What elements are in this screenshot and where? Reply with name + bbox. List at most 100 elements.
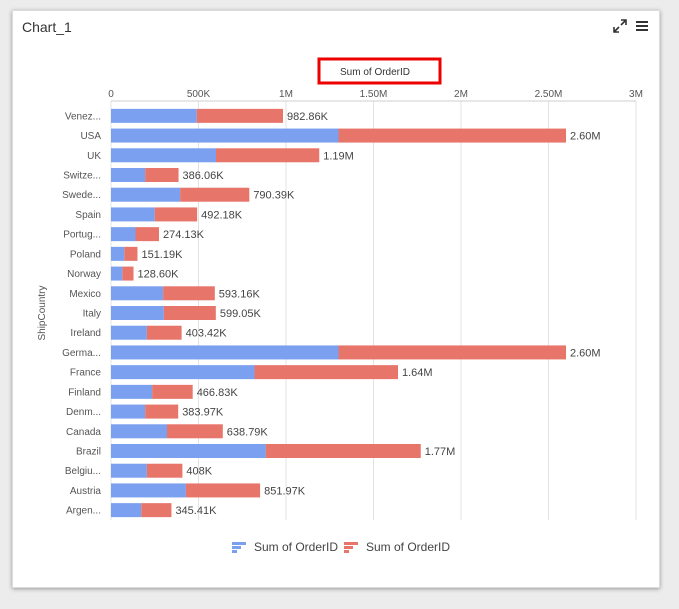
bar-series-1 xyxy=(111,365,255,380)
bar-series-1 xyxy=(111,207,155,222)
legend-entry: Sum of OrderID xyxy=(254,540,338,554)
y-tick-label: Denm... xyxy=(66,407,101,418)
bar-series-2 xyxy=(154,207,198,222)
x-tick-label: 0 xyxy=(108,89,114,100)
bar-series-2 xyxy=(338,128,566,143)
x-axis-ticks: 0 500K 1M 1.50M 2M 2.50M 3M xyxy=(108,89,643,100)
bar-series-1 xyxy=(111,306,164,320)
data-label: 2.60M xyxy=(570,131,601,143)
bar-series-2 xyxy=(124,246,138,261)
data-label: 599.05K xyxy=(220,308,262,320)
y-tick-label: Brazil xyxy=(76,447,101,458)
bar-series-2 xyxy=(146,463,183,478)
bar-series-1 xyxy=(111,227,136,242)
bar-series-1 xyxy=(111,128,339,143)
legend-entry: Sum of OrderID xyxy=(366,540,450,554)
bar-series-1 xyxy=(111,187,181,202)
data-label: 345.41K xyxy=(175,505,217,517)
legend-swatch xyxy=(344,550,349,553)
y-axis-ticks: Venez... USA UK Switze... Swede... Spain Portu… xyxy=(62,111,101,516)
y-tick-label: Austria xyxy=(70,486,102,497)
bar-series-2 xyxy=(135,227,159,242)
bar-series-1 xyxy=(111,503,142,518)
data-label: 982.86K xyxy=(287,111,329,123)
y-axis-label: ShipCountry xyxy=(37,285,48,340)
bar-series-2 xyxy=(196,108,284,123)
y-tick-label: Switze... xyxy=(63,171,101,182)
bar-series-1 xyxy=(111,168,146,182)
data-label: 383.97K xyxy=(182,407,224,419)
data-label: 1.19M xyxy=(323,150,354,162)
data-label: 403.42K xyxy=(186,328,228,340)
bar-series-1 xyxy=(111,424,167,439)
bar-series-2 xyxy=(167,424,223,439)
bar-series-2 xyxy=(146,325,182,340)
bar-series-2 xyxy=(145,404,179,419)
bar-series-2 xyxy=(163,286,215,301)
y-tick-label: Swede... xyxy=(62,190,101,201)
bar-series-2 xyxy=(185,483,261,498)
y-tick-label: Portug... xyxy=(63,230,101,241)
y-tick-label: Spain xyxy=(75,210,101,221)
legend-swatch xyxy=(232,550,237,553)
bar-series-1 xyxy=(111,384,153,399)
bar-series-1 xyxy=(111,108,197,123)
bar-series-1 xyxy=(111,404,146,419)
data-label: 386.06K xyxy=(183,170,225,182)
legend-swatch xyxy=(232,542,246,545)
bar-series-2 xyxy=(265,444,421,458)
legend-swatch xyxy=(232,546,241,549)
y-tick-label: Belgiu... xyxy=(65,466,101,477)
data-label: 466.83K xyxy=(197,387,239,399)
y-tick-label: Italy xyxy=(83,309,101,320)
data-label: 408K xyxy=(186,466,212,478)
bar-series-2 xyxy=(338,345,566,360)
legend-swatch xyxy=(344,546,353,549)
data-label: 492.18K xyxy=(201,209,243,221)
y-tick-label: Norway xyxy=(67,269,101,280)
data-label: 790.39K xyxy=(253,190,295,202)
bar-series-1 xyxy=(111,444,266,458)
widget-title: Chart_1 xyxy=(22,19,72,35)
x-tick-label: 500K xyxy=(187,89,211,100)
x-tick-label: 1M xyxy=(279,89,293,100)
widget-toolbar xyxy=(613,19,649,33)
bar-series-2 xyxy=(216,148,320,163)
y-tick-label: Ireland xyxy=(70,328,101,339)
data-label: 274.13K xyxy=(163,229,205,241)
data-label: 1.64M xyxy=(402,367,433,379)
y-tick-label: Germa... xyxy=(62,348,101,359)
expand-icon[interactable] xyxy=(613,19,627,33)
bar-series-2 xyxy=(141,503,172,518)
data-label: 593.16K xyxy=(219,288,261,300)
y-tick-label: UK xyxy=(87,151,101,162)
bar-series-1 xyxy=(111,266,123,281)
bar-series-2 xyxy=(163,306,216,320)
x-tick-label: 2.50M xyxy=(535,89,563,100)
chart-title: Sum of OrderID xyxy=(340,67,410,78)
x-tick-label: 1.50M xyxy=(360,89,388,100)
bar-series-1 xyxy=(111,483,186,498)
bar-series-1 xyxy=(111,345,339,360)
bar-series-2 xyxy=(145,168,179,182)
bars xyxy=(111,108,566,518)
x-tick-label: 3M xyxy=(629,89,643,100)
bar-series-1 xyxy=(111,246,125,261)
data-label: 128.60K xyxy=(138,269,180,281)
bar-series-1 xyxy=(111,148,216,163)
bar-series-1 xyxy=(111,286,164,301)
hamburger-menu-icon[interactable] xyxy=(635,19,649,33)
chart-title-box: Sum of OrderID xyxy=(317,57,442,85)
bar-series-2 xyxy=(180,187,250,202)
y-tick-label: Venez... xyxy=(65,111,101,122)
y-tick-label: Poland xyxy=(70,249,101,260)
y-tick-label: Finland xyxy=(68,387,101,398)
legend-swatch xyxy=(344,542,358,545)
y-tick-label: Mexico xyxy=(69,289,101,300)
x-tick-label: 2M xyxy=(454,89,468,100)
data-label: 2.60M xyxy=(570,347,601,359)
y-tick-label: Canada xyxy=(66,427,101,438)
legend[interactable]: Sum of OrderID Sum of OrderID xyxy=(232,540,450,554)
bar-series-2 xyxy=(122,266,134,281)
